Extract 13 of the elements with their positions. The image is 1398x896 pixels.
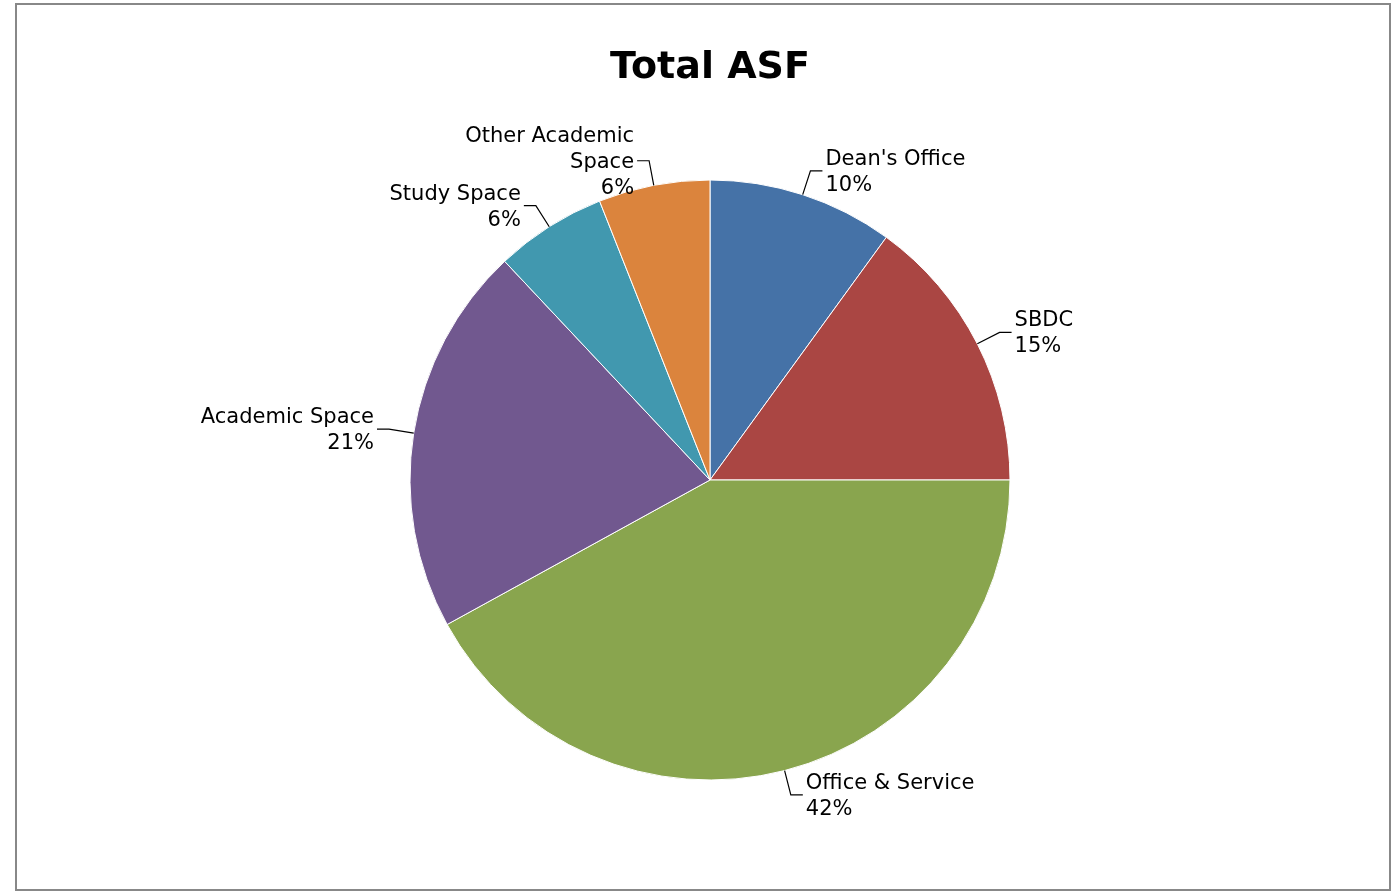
data-label: 15%	[1014, 333, 1062, 358]
data-label: 10%	[825, 171, 873, 196]
chart-title: Total ASF	[610, 43, 810, 87]
data-label: 6%	[487, 206, 521, 231]
slice-label: SBDC	[1014, 307, 1074, 332]
data-label: 21%	[327, 430, 374, 455]
slice-label: Academic Space	[200, 404, 374, 429]
slice-label: Office & Service	[805, 769, 975, 794]
data-label: 6%	[600, 174, 635, 199]
slice-label: Other Academic Space	[465, 122, 635, 173]
slice-label: Study Space	[389, 180, 521, 205]
data-label: 42%	[805, 795, 853, 820]
slice-label: Dean's Office	[825, 145, 966, 170]
